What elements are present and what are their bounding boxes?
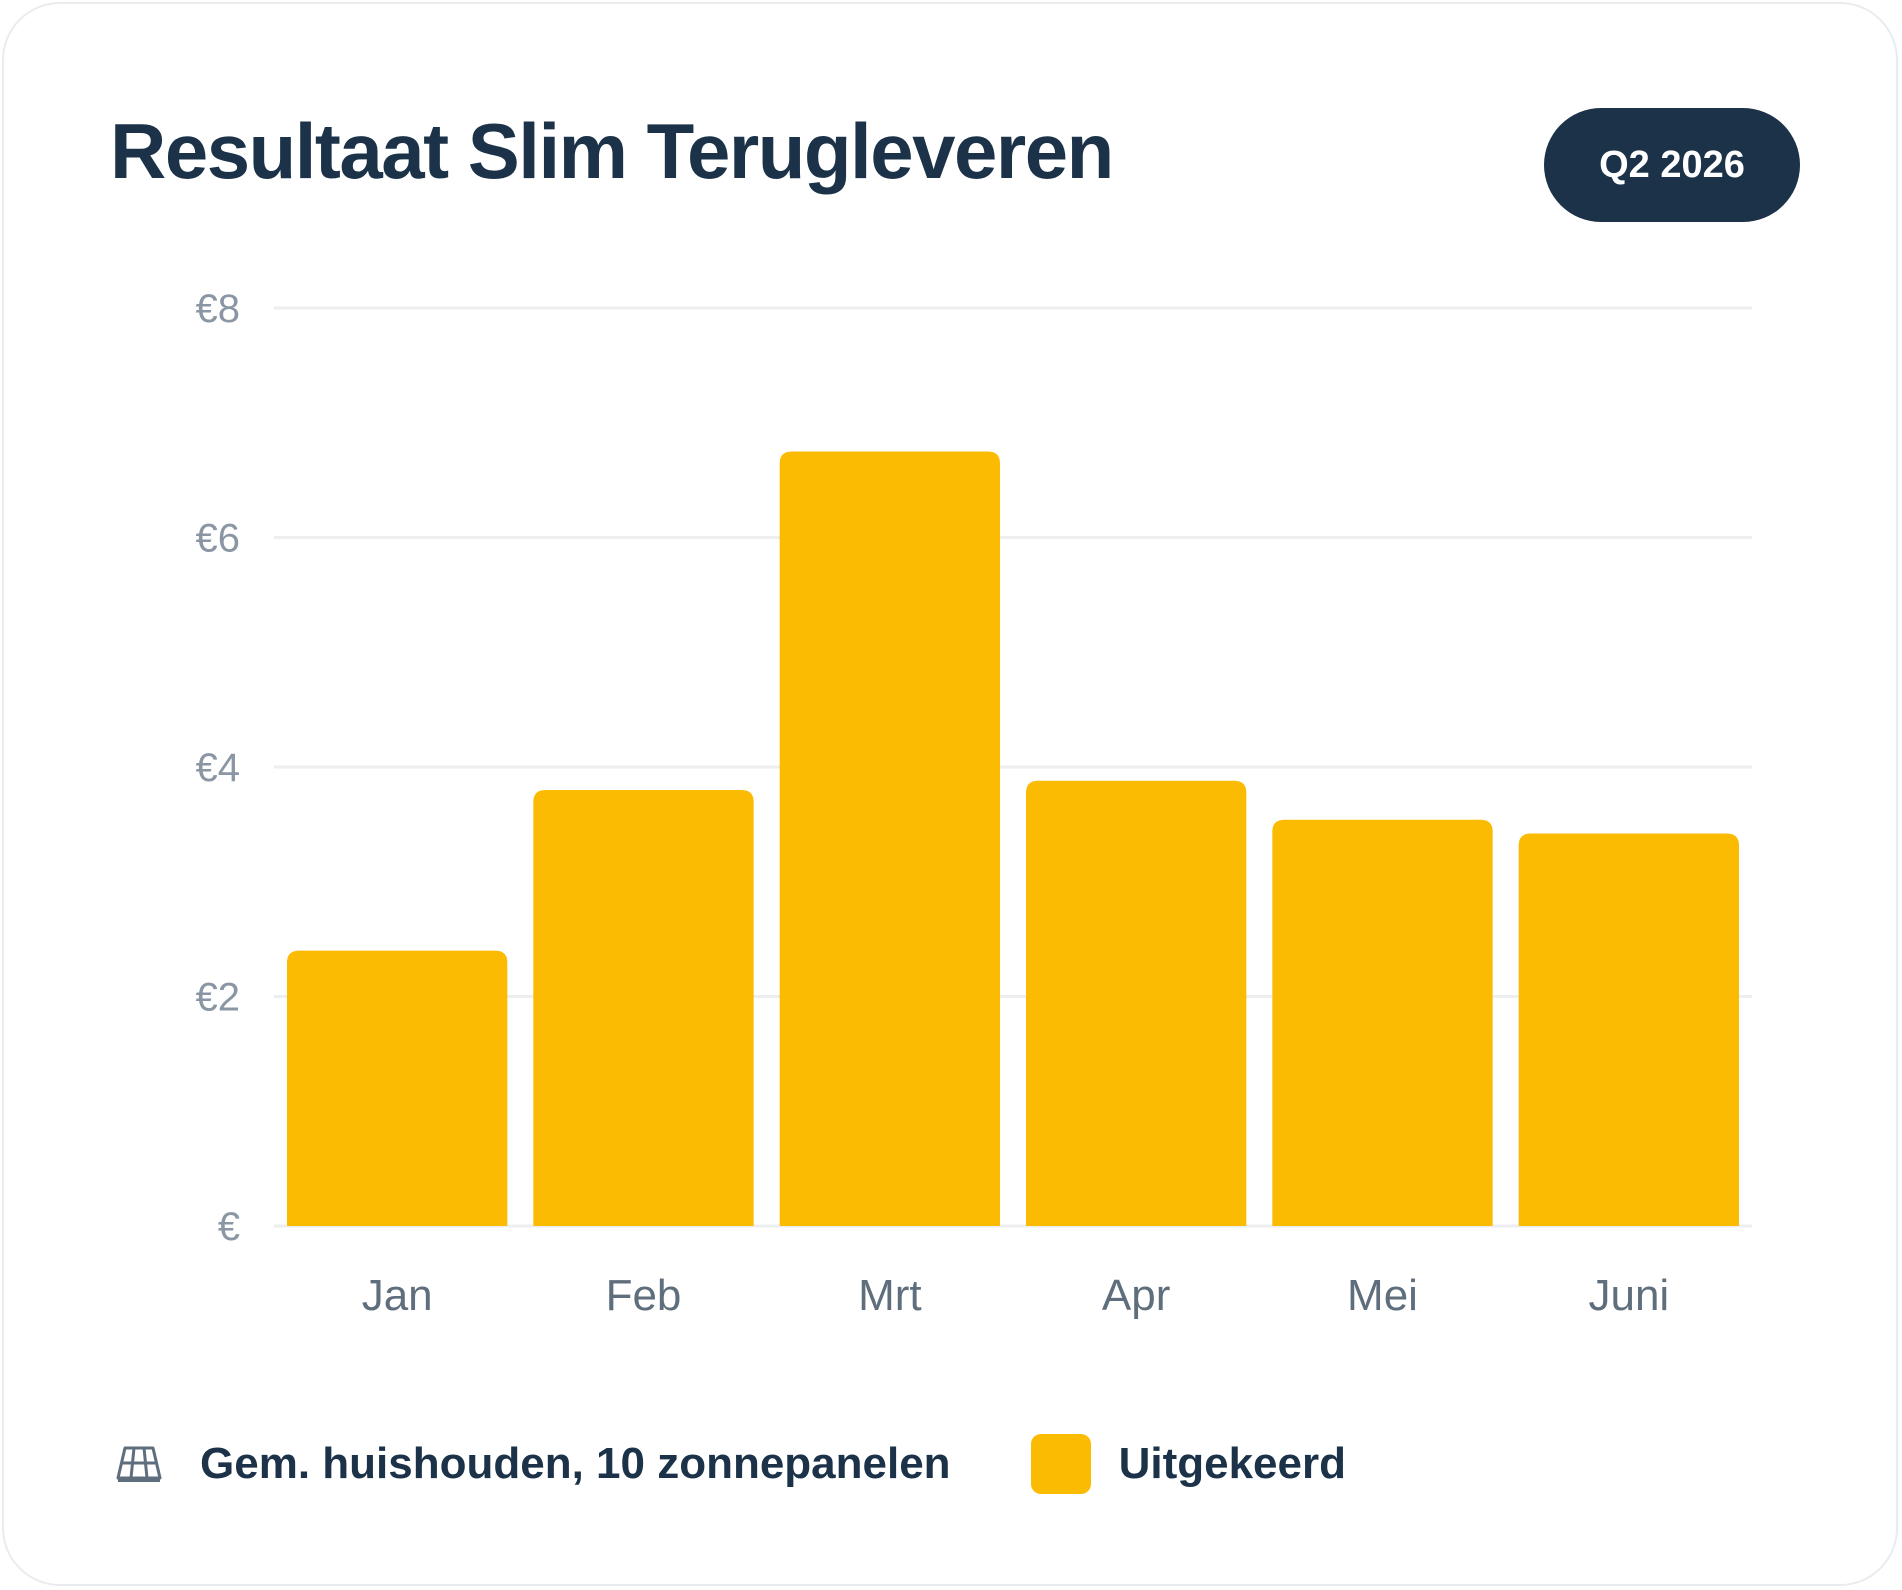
x-tick-label: Mei (1347, 1271, 1418, 1320)
bar-apr[interactable] (1026, 780, 1247, 1226)
y-tick-label: €6 (196, 517, 241, 561)
chart-title: Resultaat Slim Terugleveren (110, 107, 1114, 195)
x-tick-label: Jan (362, 1271, 433, 1320)
y-tick-label: €2 (196, 976, 241, 1020)
bar-juni[interactable] (1518, 833, 1739, 1226)
legend: Gem. huishouden, 10 zonnepanelen Uitgeke… (116, 1434, 1346, 1494)
bar-mrt[interactable] (779, 451, 1000, 1226)
bar-jan[interactable] (287, 950, 508, 1226)
x-tick-label: Juni (1588, 1271, 1669, 1320)
legend-swatch-uitgekeerd (1030, 1434, 1091, 1494)
x-tick-label: Mrt (858, 1271, 922, 1320)
x-tick-label: Apr (1102, 1271, 1170, 1320)
bars (287, 451, 1739, 1226)
x-axis-labels: Jan Feb Mrt Apr Mei Juni (362, 1271, 1670, 1320)
y-tick-label: € (218, 1205, 240, 1249)
grid-lines (274, 306, 1752, 1228)
x-tick-label: Feb (606, 1271, 682, 1320)
y-tick-label: €8 (196, 287, 241, 331)
legend-series-label: Uitgekeerd (1118, 1439, 1346, 1488)
y-tick-label: €4 (196, 746, 241, 790)
y-axis-ticks: € €2 €4 €6 €8 (196, 287, 241, 1249)
solar-panel-icon (116, 1446, 162, 1482)
bar-feb[interactable] (533, 789, 754, 1226)
period-badge[interactable]: Q2 2026 (1544, 108, 1800, 222)
bar-mei[interactable] (1272, 819, 1493, 1226)
legend-basis-label: Gem. huishouden, 10 zonnepanelen (200, 1439, 951, 1488)
